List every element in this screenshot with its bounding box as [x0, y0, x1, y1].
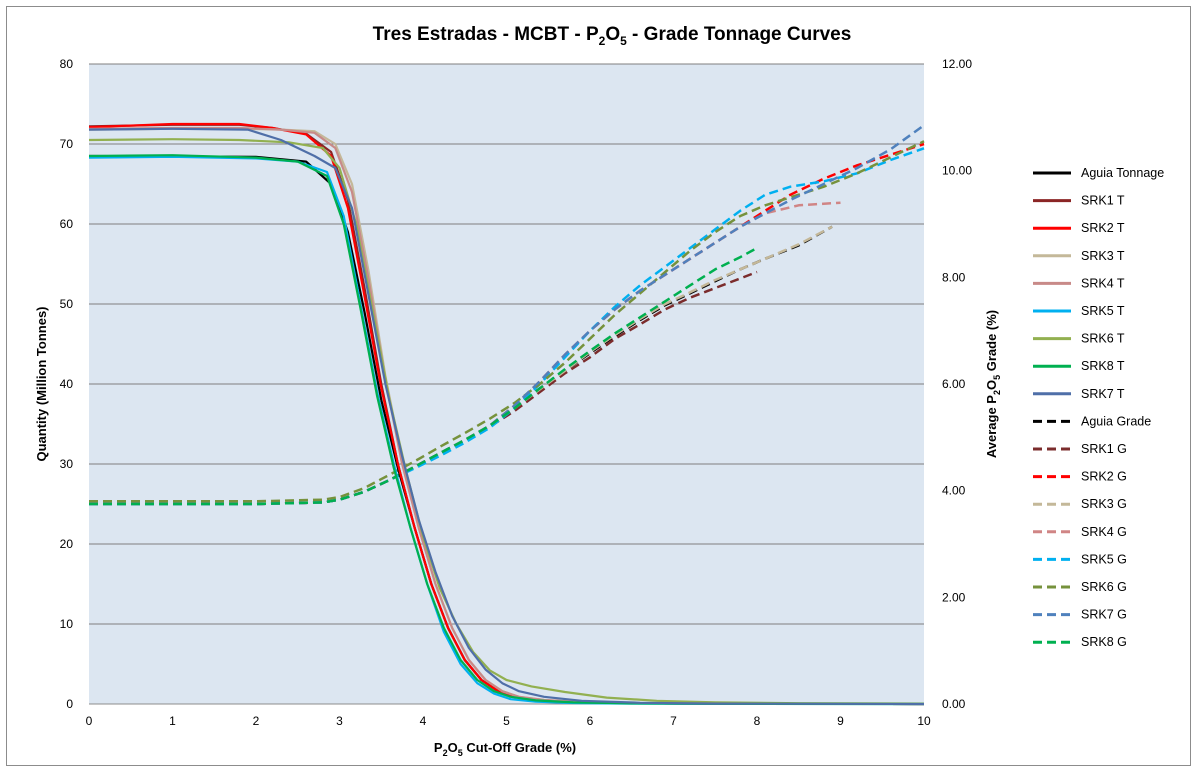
- legend-label-srk5-g: SRK5 G: [1081, 552, 1127, 566]
- y-tick-label: 60: [60, 217, 74, 231]
- legend-label-aguia-tonnage: Aguia Tonnage: [1081, 166, 1164, 180]
- series-line-srk6-t: [88, 138, 925, 705]
- x-tick-label: 7: [670, 714, 677, 728]
- series-line-srk7-t: [88, 127, 925, 706]
- legend-label-srk6-t: SRK6 T: [1081, 332, 1125, 346]
- series-line-srk6-g: [89, 140, 925, 503]
- y-tick-label: 40: [60, 377, 74, 391]
- x-tick-label: 1: [169, 714, 176, 728]
- gridlines: [89, 63, 924, 705]
- y-tick-label: 0: [66, 697, 73, 711]
- legend-label-srk7-g: SRK7 G: [1081, 608, 1127, 622]
- legend: Aguia Tonnage SRK1 T SRK2 T SRK3 T SRK4 T SRK…: [1033, 166, 1164, 649]
- legend-label-srk2-g: SRK2 G: [1081, 470, 1127, 484]
- x-tick-label: 5: [503, 714, 510, 728]
- legend-label-srk8-t: SRK8 T: [1081, 359, 1125, 373]
- x-tick-label: 0: [86, 714, 93, 728]
- legend-label-srk3-t: SRK3 T: [1081, 249, 1125, 263]
- x-tick-label: 10: [917, 714, 931, 728]
- x-tick-label: 2: [253, 714, 260, 728]
- legend-label-srk6-g: SRK6 G: [1081, 580, 1127, 594]
- x-tick-label: 6: [587, 714, 594, 728]
- y2-tick-label: 12.00: [942, 57, 972, 71]
- y-tick-label: 50: [60, 297, 74, 311]
- chart-title: Tres Estradas - MCBT - P2O5 - Grade Tonn…: [373, 24, 852, 48]
- tonnage-series-group: [88, 122, 925, 706]
- y2-axis-label: Average P2O5 Grade (%): [984, 310, 1002, 458]
- legend-label-srk1-g: SRK1 G: [1081, 442, 1127, 456]
- series-line-srk8-t: [88, 154, 925, 706]
- x-tick-label: 8: [754, 714, 761, 728]
- legend-label-srk2-t: SRK2 T: [1081, 221, 1125, 235]
- y-tick-label: 10: [60, 617, 74, 631]
- y-tick-label: 70: [60, 137, 74, 151]
- y2-tick-label: 2.00: [942, 590, 966, 604]
- legend-label-srk3-g: SRK3 G: [1081, 497, 1127, 511]
- x-tick-label: 3: [336, 714, 343, 728]
- y2-tick-label: 6.00: [942, 377, 966, 391]
- grade-series-group: [89, 124, 925, 506]
- x-tick-label: 9: [837, 714, 844, 728]
- y2-tick-label: 8.00: [942, 270, 966, 284]
- y-tick-label: 20: [60, 537, 74, 551]
- series-line-srk8-g: [89, 246, 758, 506]
- y2-tick-label: 0.00: [942, 697, 966, 711]
- x-axis-label: P2O5 Cut-Off Grade (%): [434, 740, 576, 758]
- y2-tick-label: 4.00: [942, 484, 966, 498]
- y-tick-label: 80: [60, 57, 74, 71]
- legend-label-srk4-t: SRK4 T: [1081, 276, 1125, 290]
- y-tick-label: 30: [60, 457, 74, 471]
- axis-ticks: 0 1 2 3 4 5 6 7 8 9 10 0 10 20 30 40 50 60 70 80 0.00 2.00 4.0…: [60, 57, 973, 728]
- legend-label-srk1-t: SRK1 T: [1081, 194, 1125, 208]
- y2-tick-label: 10.00: [942, 164, 972, 178]
- legend-label-srk8-g: SRK8 G: [1081, 635, 1127, 649]
- x-tick-label: 4: [420, 714, 427, 728]
- y-axis-label: Quantity (Million Tonnes): [34, 306, 49, 461]
- legend-label-srk4-g: SRK4 G: [1081, 525, 1127, 539]
- legend-label-srk5-t: SRK5 T: [1081, 304, 1125, 318]
- legend-label-aguia-grade: Aguia Grade: [1081, 414, 1151, 428]
- legend-label-srk7-t: SRK7 T: [1081, 387, 1125, 401]
